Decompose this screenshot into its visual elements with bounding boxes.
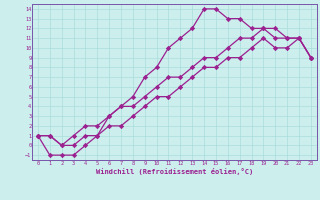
X-axis label: Windchill (Refroidissement éolien,°C): Windchill (Refroidissement éolien,°C): [96, 168, 253, 175]
